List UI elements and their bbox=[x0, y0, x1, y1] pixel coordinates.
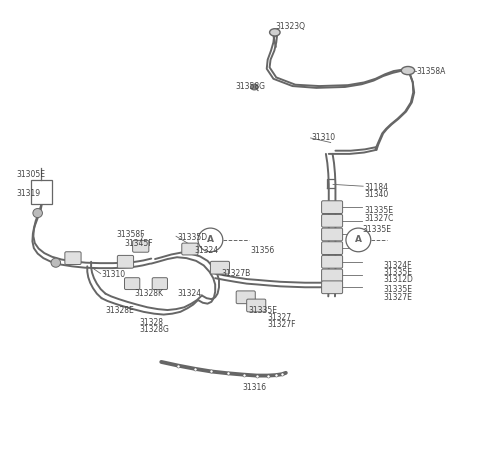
FancyBboxPatch shape bbox=[117, 256, 133, 268]
FancyBboxPatch shape bbox=[65, 252, 81, 265]
Text: 31327E: 31327E bbox=[383, 293, 412, 302]
Bar bbox=[31, 180, 52, 203]
Text: 31328G: 31328G bbox=[140, 325, 169, 334]
FancyBboxPatch shape bbox=[210, 262, 229, 274]
FancyBboxPatch shape bbox=[124, 278, 140, 289]
Circle shape bbox=[198, 228, 223, 252]
Text: 31335D: 31335D bbox=[177, 233, 207, 242]
Text: 31323Q: 31323Q bbox=[276, 22, 306, 31]
Circle shape bbox=[346, 228, 371, 252]
Circle shape bbox=[51, 258, 60, 267]
Text: 31310: 31310 bbox=[312, 133, 336, 142]
FancyBboxPatch shape bbox=[132, 240, 149, 252]
Text: 31324F: 31324F bbox=[383, 261, 412, 270]
Text: 31340: 31340 bbox=[364, 190, 388, 199]
Text: 31335E: 31335E bbox=[364, 206, 393, 215]
FancyBboxPatch shape bbox=[322, 269, 343, 282]
Text: 31310: 31310 bbox=[102, 270, 126, 279]
Ellipse shape bbox=[401, 66, 415, 75]
FancyBboxPatch shape bbox=[322, 214, 343, 227]
Text: 31184: 31184 bbox=[364, 183, 388, 191]
Text: 31328K: 31328K bbox=[134, 289, 163, 298]
Text: 31327C: 31327C bbox=[364, 213, 394, 223]
Text: 31356: 31356 bbox=[251, 246, 275, 256]
FancyBboxPatch shape bbox=[322, 201, 343, 213]
Text: 31335E: 31335E bbox=[383, 285, 412, 294]
Text: 31305E: 31305E bbox=[17, 170, 46, 179]
FancyBboxPatch shape bbox=[152, 278, 168, 289]
Text: 31327F: 31327F bbox=[268, 320, 296, 329]
Text: 31328E: 31328E bbox=[106, 305, 134, 315]
Text: A: A bbox=[355, 235, 362, 245]
Text: 31319: 31319 bbox=[17, 189, 41, 198]
Text: 31358F: 31358F bbox=[117, 230, 145, 239]
Text: 31358G: 31358G bbox=[235, 82, 265, 92]
Text: 31335E: 31335E bbox=[383, 268, 412, 277]
Text: A: A bbox=[207, 235, 214, 245]
Text: 31345F: 31345F bbox=[124, 239, 153, 248]
FancyBboxPatch shape bbox=[322, 242, 343, 255]
FancyBboxPatch shape bbox=[322, 281, 343, 294]
Text: 31335E: 31335E bbox=[362, 225, 391, 234]
Ellipse shape bbox=[270, 29, 280, 36]
FancyBboxPatch shape bbox=[182, 243, 198, 255]
FancyBboxPatch shape bbox=[247, 299, 266, 312]
Text: 31328: 31328 bbox=[140, 318, 164, 327]
Ellipse shape bbox=[251, 84, 258, 90]
Circle shape bbox=[33, 208, 42, 218]
FancyBboxPatch shape bbox=[322, 256, 343, 268]
FancyBboxPatch shape bbox=[236, 291, 255, 304]
Text: 31324: 31324 bbox=[177, 289, 201, 298]
Text: 31327B: 31327B bbox=[222, 269, 251, 278]
Text: 31312D: 31312D bbox=[383, 275, 413, 284]
Text: 31358A: 31358A bbox=[417, 67, 446, 76]
FancyBboxPatch shape bbox=[322, 228, 343, 241]
Text: 31327: 31327 bbox=[268, 313, 292, 322]
Text: 31335E: 31335E bbox=[249, 305, 277, 315]
Text: 31316: 31316 bbox=[242, 383, 266, 392]
Text: 31324: 31324 bbox=[194, 246, 219, 256]
